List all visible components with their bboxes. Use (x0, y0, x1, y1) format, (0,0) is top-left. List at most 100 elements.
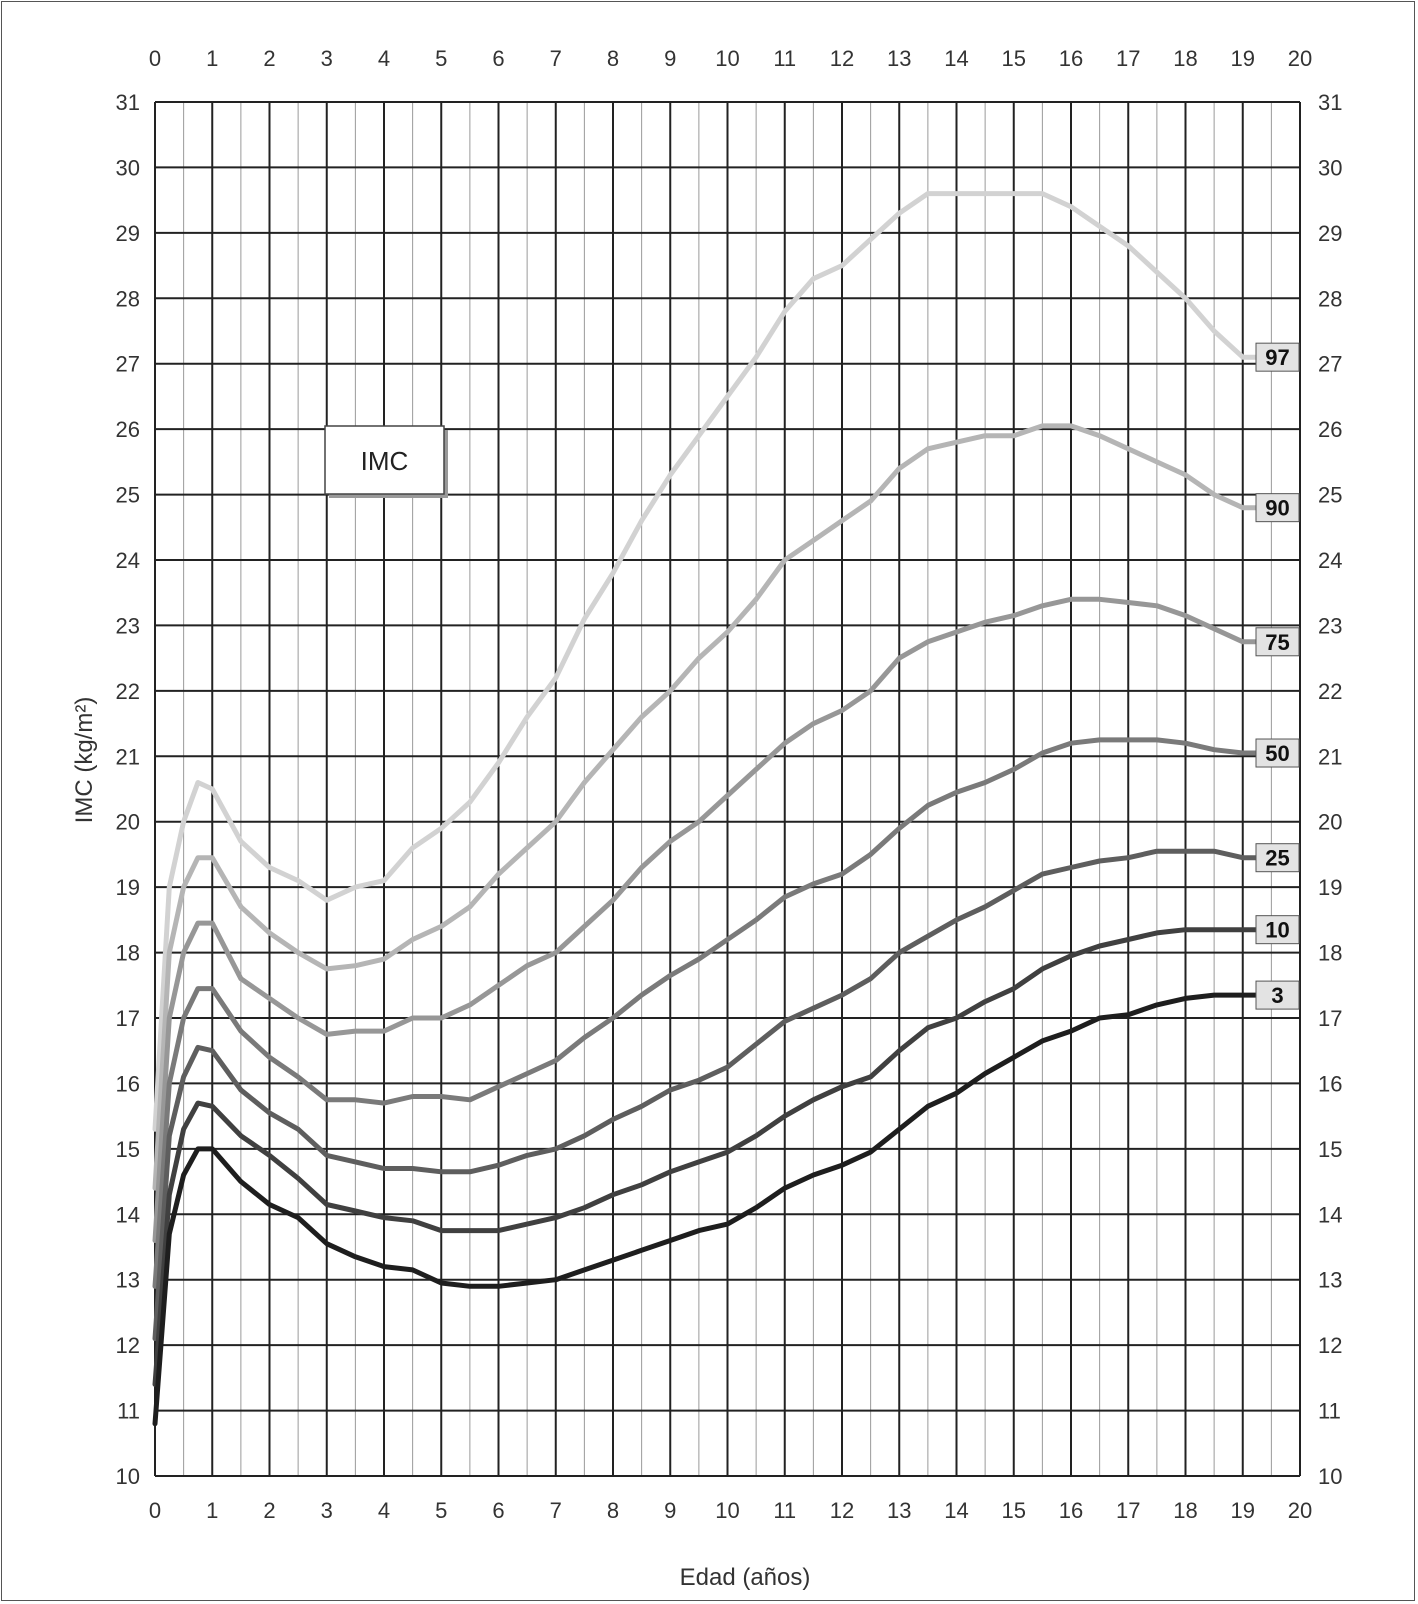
percentile-label-10: 10 (1255, 915, 1300, 945)
x-tick-label: 2 (263, 46, 275, 71)
y-tick-label-right: 17 (1318, 1006, 1342, 1031)
x-tick-label: 0 (149, 1498, 161, 1523)
y-tick-label-left: 17 (116, 1006, 140, 1031)
minor-grid (183, 102, 1272, 1476)
x-tick-label: 9 (664, 1498, 676, 1523)
y-tick-label-right: 24 (1318, 548, 1342, 573)
y-tick-label-right: 25 (1318, 483, 1342, 508)
y-tick-label-left: 15 (116, 1137, 140, 1162)
y-tick-label-right: 30 (1318, 155, 1342, 180)
y-tick-label-left: 22 (116, 679, 140, 704)
x-tick-label: 17 (1116, 46, 1140, 71)
y-tick-label-right: 12 (1318, 1333, 1342, 1358)
percentile-line-10 (152, 927, 1263, 1387)
y-tick-label-right: 22 (1318, 679, 1342, 704)
percentile-line-3 (152, 992, 1263, 1427)
x-tick-label: 20 (1288, 1498, 1312, 1523)
percentile-line-90 (152, 423, 1263, 1191)
y-tick-label-left: 10 (116, 1464, 140, 1489)
y-tick-label-left: 16 (116, 1071, 140, 1096)
y-tick-label-right: 20 (1318, 810, 1342, 835)
x-tick-label: 15 (1002, 46, 1026, 71)
y-tick-label-left: 21 (116, 744, 140, 769)
y-tick-label-right: 31 (1318, 90, 1342, 115)
x-tick-label: 9 (664, 46, 676, 71)
x-tick-label: 5 (435, 1498, 447, 1523)
percentile-line-25 (152, 848, 1263, 1342)
x-tick-label: 11 (773, 1498, 796, 1523)
percentile-label-75: 75 (1255, 627, 1300, 657)
x-tick-label: 3 (321, 46, 333, 71)
y-tick-label-left: 29 (116, 221, 140, 246)
y-tick-label-right: 29 (1318, 221, 1342, 246)
x-tick-label: 0 (149, 46, 161, 71)
y-tick-label-left: 20 (116, 810, 140, 835)
percentile-line-50 (152, 737, 1263, 1289)
x-tick-label: 3 (321, 1498, 333, 1523)
x-tick-label: 6 (492, 46, 504, 71)
x-tick-label: 16 (1059, 1498, 1083, 1523)
percentile-label-3: 3 (1255, 980, 1300, 1010)
x-tick-label: 6 (492, 1498, 504, 1523)
percentile-labels: 97 90 75 50 25 10 3 (1255, 342, 1300, 1010)
x-axis-title: Edad (años) (680, 1564, 811, 1591)
percentile-line-97 (152, 191, 1263, 1132)
x-tick-label: 10 (715, 46, 739, 71)
percentile-label-text: 90 (1265, 496, 1289, 521)
percentile-label-text: 97 (1265, 345, 1289, 370)
x-tick-label: 13 (887, 1498, 911, 1523)
y-tick-label-right: 28 (1318, 286, 1342, 311)
x-tick-label: 18 (1173, 46, 1197, 71)
y-tick-label-right: 26 (1318, 417, 1342, 442)
percentile-label-text: 50 (1265, 741, 1289, 766)
x-tick-label: 14 (944, 46, 968, 71)
percentile-label-50: 50 (1255, 738, 1300, 768)
y-tick-label-left: 18 (116, 941, 140, 966)
percentile-label-text: 10 (1265, 918, 1289, 943)
x-tick-label: 4 (378, 1498, 390, 1523)
x-tick-label: 12 (830, 1498, 854, 1523)
x-tick-label: 5 (435, 46, 447, 71)
y-tick-label-right: 19 (1318, 875, 1342, 900)
y-tick-label-right: 23 (1318, 613, 1342, 638)
major-grid (154, 101, 1301, 1477)
y-tick-label-left: 23 (116, 613, 140, 638)
percentile-lines (152, 191, 1263, 1427)
x-tick-label: 12 (830, 46, 854, 71)
title-box: IMC (324, 425, 448, 498)
percentile-label-text: 3 (1271, 983, 1283, 1008)
x-tick-label: 17 (1116, 1498, 1140, 1523)
y-tick-label-right: 18 (1318, 941, 1342, 966)
y-tick-label-right: 16 (1318, 1071, 1342, 1096)
percentile-line-75 (152, 596, 1263, 1243)
x-tick-label: 19 (1231, 1498, 1255, 1523)
y-tick-label-left: 11 (117, 1399, 140, 1424)
y-tick-label-left: 19 (116, 875, 140, 900)
x-tick-label: 18 (1173, 1498, 1197, 1523)
x-tick-label: 7 (550, 46, 562, 71)
x-tick-label: 15 (1002, 1498, 1026, 1523)
x-tick-label: 4 (378, 46, 390, 71)
x-tick-label: 2 (263, 1498, 275, 1523)
x-tick-label: 14 (944, 1498, 968, 1523)
y-tick-label-right: 14 (1318, 1202, 1342, 1227)
x-tick-label: 13 (887, 46, 911, 71)
tick-labels: 0011223344556677889910101111121213131414… (116, 46, 1343, 1523)
y-tick-label-left: 13 (116, 1268, 140, 1293)
y-tick-label-left: 24 (116, 548, 140, 573)
y-tick-label-left: 31 (116, 90, 140, 115)
x-tick-label: 8 (607, 46, 619, 71)
y-axis-title: IMC (kg/m²) (71, 697, 98, 824)
percentile-label-text: 25 (1265, 846, 1289, 871)
y-tick-label-left: 14 (116, 1202, 140, 1227)
y-tick-label-left: 12 (116, 1333, 140, 1358)
y-tick-label-right: 15 (1318, 1137, 1342, 1162)
y-tick-label-right: 21 (1318, 744, 1342, 769)
y-tick-label-right: 10 (1318, 1464, 1342, 1489)
y-tick-label-right: 13 (1318, 1268, 1342, 1293)
y-tick-label-left: 25 (116, 483, 140, 508)
y-tick-label-right: 27 (1318, 352, 1342, 377)
x-tick-label: 20 (1288, 46, 1312, 71)
x-tick-label: 8 (607, 1498, 619, 1523)
y-tick-label-left: 30 (116, 155, 140, 180)
